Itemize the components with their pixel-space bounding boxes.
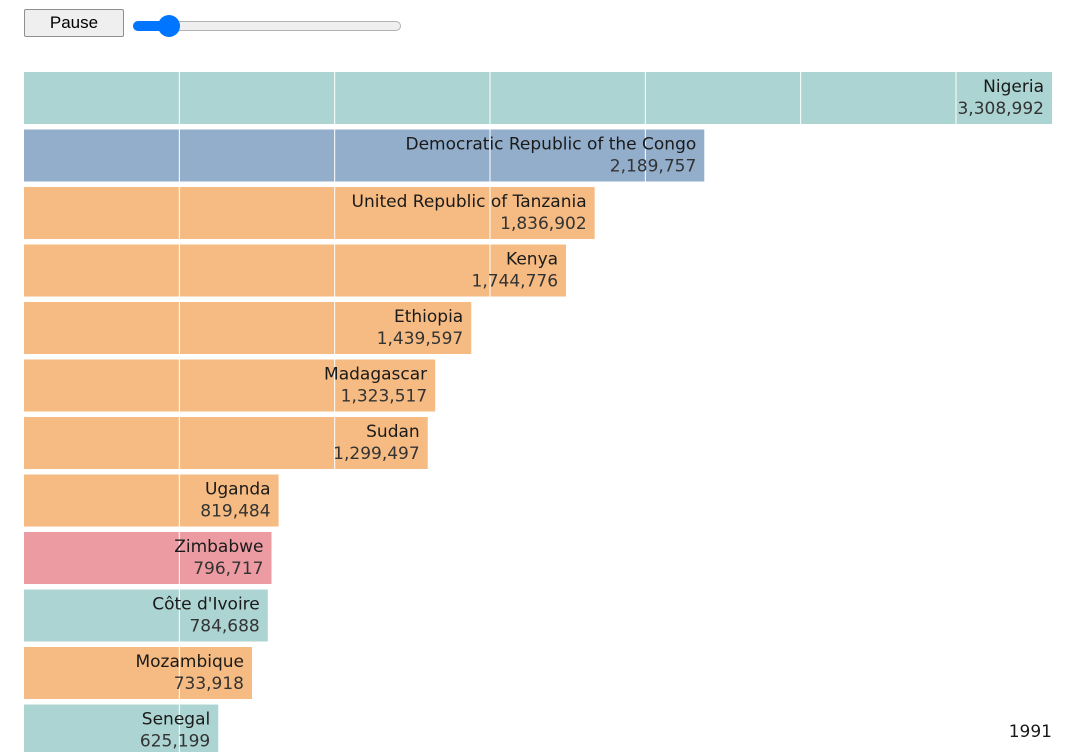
bar-name-label: Senegal — [142, 710, 210, 730]
bar-name-label: Kenya — [506, 250, 558, 270]
bar-value-label: 1,299,497 — [333, 444, 420, 464]
year-label: 1991 — [1009, 722, 1052, 742]
bar-value-label: 2,189,757 — [610, 157, 697, 177]
bar — [24, 647, 253, 699]
bar-value-label: 1,744,776 — [472, 272, 559, 292]
slider-fill — [133, 21, 169, 31]
bar — [24, 589, 268, 642]
bar-name-label: Nigeria — [983, 77, 1044, 97]
year-slider[interactable] — [133, 13, 401, 37]
bar-name-label: Madagascar — [324, 365, 427, 385]
slider-thumb[interactable] — [157, 15, 180, 37]
bars-layer — [24, 72, 1052, 752]
bar — [24, 359, 436, 412]
bar-name-label: Mozambique — [135, 652, 244, 672]
bar-value-label: 796,717 — [193, 559, 263, 579]
bar-value-label: 733,918 — [174, 674, 244, 694]
bar-value-label: 1,836,902 — [500, 214, 587, 234]
pause-button[interactable]: Pause — [24, 9, 124, 37]
bar-name-label: Côte d'Ivoire — [152, 595, 260, 615]
bar — [24, 129, 705, 182]
gridlines — [178, 72, 957, 752]
bar-value-label: 784,688 — [189, 617, 259, 637]
bar-name-label: United Republic of Tanzania — [352, 192, 587, 212]
bar-value-label: 819,484 — [200, 502, 270, 522]
bar — [24, 72, 1052, 124]
bar-name-label: Zimbabwe — [174, 537, 263, 557]
bar-name-label: Uganda — [205, 480, 271, 500]
controls-bar: Pause — [24, 8, 401, 38]
bar-value-label: 1,439,597 — [377, 329, 464, 349]
bar — [24, 704, 219, 752]
bar — [24, 302, 472, 354]
bar — [24, 187, 595, 239]
bar-name-label: Sudan — [366, 422, 420, 442]
bar-value-label: 625,199 — [140, 732, 210, 752]
bar-name-label: Democratic Republic of the Congo — [405, 135, 696, 155]
bar-value-label: 3,308,992 — [957, 99, 1044, 119]
bar — [24, 532, 272, 584]
bar-value-label: 1,323,517 — [341, 387, 428, 407]
bar — [24, 417, 428, 469]
bar-name-label: Ethiopia — [394, 307, 463, 327]
bar — [24, 474, 279, 527]
bar — [24, 244, 567, 297]
